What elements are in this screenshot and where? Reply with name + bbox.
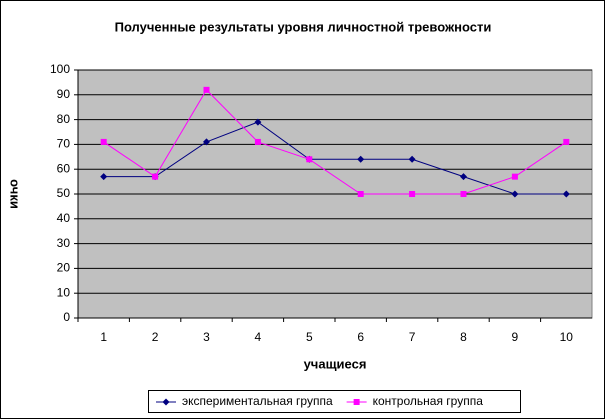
- x-tick-label: 9: [512, 330, 519, 344]
- legend-label: экспериментальная группа: [182, 394, 333, 408]
- legend-box: [148, 390, 521, 413]
- x-tick-label: 8: [460, 330, 467, 344]
- y-tick-label: 20: [57, 261, 71, 275]
- y-tick-label: 60: [57, 161, 71, 175]
- legend: экспериментальная группа контрольная груп…: [148, 390, 521, 413]
- y-tick-label: 70: [57, 137, 71, 151]
- point: [460, 191, 467, 197]
- y-tick-label: 0: [63, 310, 70, 324]
- y-tick-label: 90: [57, 87, 71, 101]
- point: [203, 138, 210, 146]
- point: [254, 138, 261, 145]
- x-tick-label: 10: [560, 330, 574, 344]
- x-tick-label: 6: [357, 330, 364, 344]
- point: [563, 138, 570, 145]
- y-tick-label: 80: [57, 112, 71, 126]
- point: [254, 118, 262, 126]
- y-tick-label: 30: [57, 236, 71, 250]
- x-tick-label: 2: [152, 330, 159, 344]
- point: [562, 190, 570, 198]
- point: [203, 86, 210, 93]
- legend-label: контрольная группа: [373, 394, 484, 408]
- x-tick-label: 3: [203, 330, 210, 344]
- y-axis-title: очки: [8, 179, 23, 209]
- y-tick-label: 100: [50, 62, 70, 76]
- x-axis-title: учащиеся: [304, 356, 367, 371]
- point: [353, 399, 360, 405]
- point: [408, 155, 416, 163]
- point: [100, 138, 107, 145]
- y-tick-label: 50: [57, 186, 71, 200]
- point: [460, 173, 467, 181]
- x-tick-label: 7: [409, 330, 416, 344]
- point: [306, 156, 313, 163]
- x-tick-label: 1: [100, 330, 107, 344]
- point: [100, 173, 108, 181]
- point: [511, 173, 518, 180]
- y-tick-label: 40: [57, 211, 71, 225]
- y-tick-label: 10: [57, 285, 71, 299]
- x-tick-label: 5: [306, 330, 313, 344]
- point: [409, 191, 416, 197]
- chart-title: Полученные результаты уровня личностной …: [115, 19, 492, 34]
- point: [511, 190, 519, 198]
- point: [162, 398, 170, 406]
- series-line: [103, 89, 567, 195]
- point: [357, 191, 364, 197]
- x-tick-label: 4: [255, 330, 262, 344]
- point: [152, 173, 159, 180]
- point: [357, 155, 365, 163]
